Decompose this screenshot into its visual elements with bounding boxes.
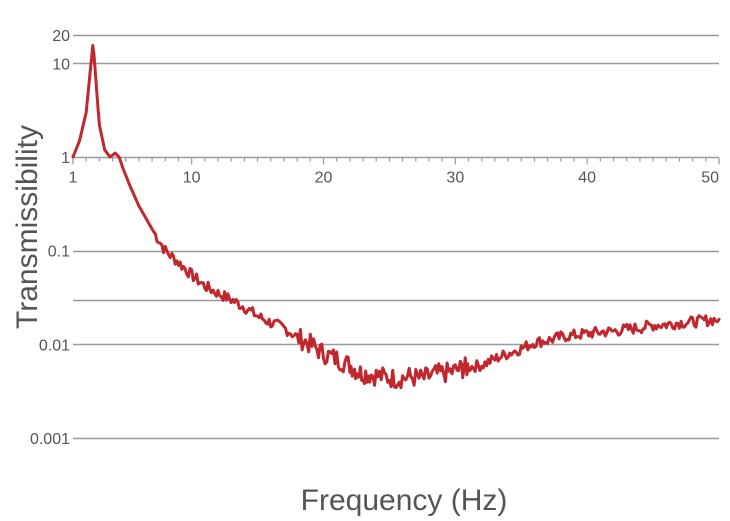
x-tick-label: 50 bbox=[701, 170, 719, 187]
x-tick-label: 20 bbox=[315, 170, 333, 187]
grid-lines bbox=[73, 34, 719, 440]
x-tick-label: 30 bbox=[446, 170, 464, 187]
y-tick-label: 10 bbox=[52, 56, 70, 73]
x-tick-label: 10 bbox=[183, 170, 201, 187]
x-axis-title: Frequency (Hz) bbox=[301, 484, 508, 517]
y-tick-label: 1 bbox=[61, 150, 70, 167]
y-tick-label: 0.1 bbox=[48, 244, 70, 261]
transmissibility-line bbox=[71, 44, 721, 390]
y-axis-title: Transmissibility bbox=[11, 125, 44, 329]
y-tick-label: 20 bbox=[52, 28, 70, 45]
x-tick-labels: 1 10 20 30 40 50 bbox=[69, 170, 720, 187]
y-tick-label: 0.01 bbox=[39, 337, 70, 354]
x-axis bbox=[72, 157, 720, 165]
x-tick-label: 40 bbox=[578, 170, 596, 187]
y-tick-label: 0.001 bbox=[30, 431, 70, 448]
x-tick-label: 1 bbox=[69, 170, 78, 187]
y-tick-labels: 20 10 1 0.1 0.01 0.001 bbox=[30, 28, 70, 448]
